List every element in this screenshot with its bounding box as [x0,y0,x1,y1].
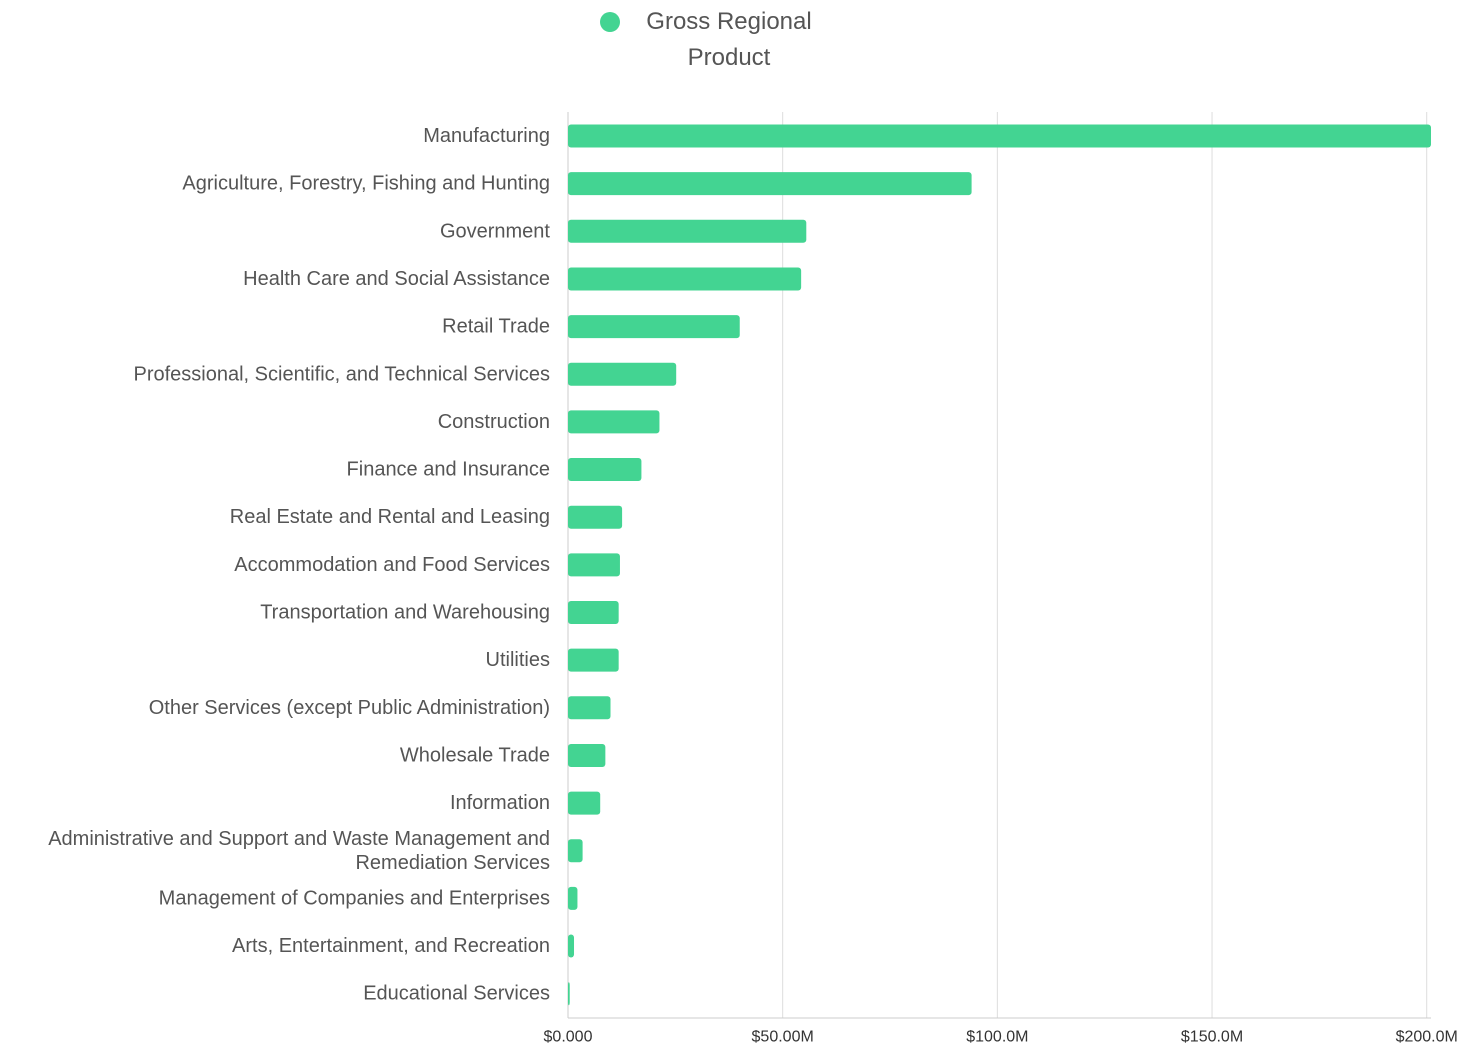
y-tick-label: Agriculture, Forestry, Fishing and Hunti… [182,173,550,195]
bar[interactable] [568,458,642,482]
y-tick-label: Manufacturing [423,125,550,147]
bar[interactable] [568,315,740,339]
x-tick-label: $0.000 [544,1029,593,1044]
bar[interactable] [568,553,620,577]
y-tick-label: Remediation Services [355,852,550,874]
y-tick-label: Health Care and Social Assistance [243,268,550,290]
bar[interactable] [568,743,606,767]
y-tick-label: Administrative and Support and Waste Man… [48,828,550,850]
y-tick-label: Wholesale Trade [400,744,550,766]
bar[interactable] [568,886,578,910]
y-tick-label: Construction [438,411,550,433]
bar[interactable] [568,934,575,958]
legend-swatch [600,12,620,32]
y-tick-label: Transportation and Warehousing [260,602,550,624]
bar[interactable] [568,505,623,529]
bar[interactable] [568,696,611,720]
bar[interactable] [568,172,972,196]
y-tick-label: Management of Companies and Enterprises [159,887,550,909]
bar[interactable] [568,410,660,434]
y-tick-label: Real Estate and Rental and Leasing [230,506,550,528]
bar[interactable] [568,267,802,291]
y-tick-label: Accommodation and Food Services [234,554,550,576]
bar[interactable] [568,982,570,1006]
bar[interactable] [568,791,601,815]
bar[interactable] [568,601,619,624]
legend-label-gross-regional-product: Gross Regional Product [646,8,812,71]
x-tick-label: $100.0M [966,1029,1028,1044]
y-tick-label: Utilities [486,649,550,671]
bar[interactable] [568,219,807,243]
x-tick-label: $150.0M [1181,1029,1243,1044]
y-tick-label: Professional, Scientific, and Technical … [133,363,550,385]
y-tick-label: Other Services (except Public Administra… [149,697,550,719]
bar[interactable] [568,124,1431,148]
bar[interactable] [568,839,583,863]
y-tick-label: Government [440,220,550,242]
y-tick-label: Information [450,792,550,814]
x-tick-label: $50.00M [752,1029,814,1044]
y-tick-label: Educational Services [363,983,550,1005]
y-tick-label: Retail Trade [442,316,550,338]
bar[interactable] [568,648,619,672]
bar[interactable] [568,362,677,386]
x-tick-label: $200.0M [1396,1029,1458,1044]
y-tick-label: Arts, Entertainment, and Recreation [232,935,550,957]
y-tick-label: Finance and Insurance [347,459,550,481]
